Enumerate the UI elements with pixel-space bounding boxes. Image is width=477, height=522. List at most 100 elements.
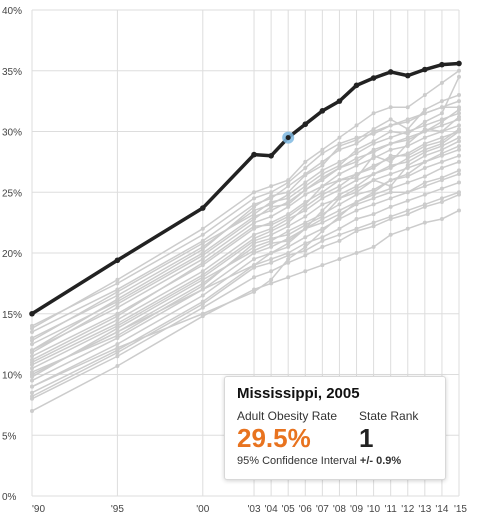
state-data-point[interactable] — [286, 224, 291, 229]
state-data-point[interactable] — [388, 117, 393, 122]
state-series-line[interactable] — [31, 169, 460, 378]
state-data-point[interactable] — [371, 196, 376, 201]
state-data-point[interactable] — [354, 175, 359, 180]
state-data-point[interactable] — [457, 135, 461, 140]
state-data-point[interactable] — [405, 131, 410, 136]
state-data-point[interactable] — [457, 129, 461, 134]
state-data-point[interactable] — [286, 253, 291, 258]
state-data-point[interactable] — [354, 147, 359, 152]
state-data-point[interactable] — [303, 192, 308, 197]
state-data-point[interactable] — [405, 208, 410, 213]
state-data-point[interactable] — [354, 202, 359, 207]
state-data-point[interactable] — [269, 199, 274, 204]
state-data-point[interactable] — [439, 135, 444, 140]
state-data-point[interactable] — [252, 275, 257, 280]
state-data-point[interactable] — [405, 198, 410, 203]
state-data-point[interactable] — [303, 269, 308, 274]
state-data-point[interactable] — [439, 175, 444, 180]
state-data-point[interactable] — [388, 141, 393, 146]
state-data-point[interactable] — [252, 204, 257, 209]
state-data-point[interactable] — [457, 111, 461, 116]
state-data-point[interactable] — [115, 345, 120, 350]
state-data-point[interactable] — [115, 350, 120, 355]
state-data-point[interactable] — [320, 202, 325, 207]
state-data-point[interactable] — [269, 244, 274, 249]
state-data-point[interactable] — [354, 151, 359, 156]
state-data-point[interactable] — [337, 238, 342, 243]
state-series-line[interactable] — [31, 116, 460, 361]
state-series-line[interactable] — [31, 130, 460, 376]
state-data-point[interactable] — [320, 263, 325, 268]
state-data-point[interactable] — [457, 139, 461, 144]
state-data-point[interactable] — [320, 163, 325, 168]
state-data-point[interactable] — [337, 147, 342, 152]
state-data-point[interactable] — [354, 184, 359, 189]
state-data-point[interactable] — [337, 202, 342, 207]
state-data-point[interactable] — [320, 214, 325, 219]
state-data-point[interactable] — [422, 153, 427, 158]
state-data-point[interactable] — [320, 172, 325, 177]
state-data-point[interactable] — [286, 184, 291, 189]
state-data-point[interactable] — [422, 93, 427, 98]
state-data-point[interactable] — [115, 302, 120, 307]
state-data-point[interactable] — [303, 223, 308, 228]
mississippi-data-point[interactable] — [370, 75, 377, 81]
state-data-point[interactable] — [457, 99, 461, 104]
state-data-point[interactable] — [405, 141, 410, 146]
state-data-point[interactable] — [439, 216, 444, 221]
state-data-point[interactable] — [388, 196, 393, 201]
state-data-point[interactable] — [252, 208, 257, 213]
state-data-point[interactable] — [422, 165, 427, 170]
state-data-point[interactable] — [115, 297, 120, 302]
state-data-point[interactable] — [30, 329, 34, 334]
state-data-point[interactable] — [252, 196, 257, 201]
mississippi-data-point[interactable] — [456, 60, 462, 67]
state-data-point[interactable] — [252, 241, 257, 246]
state-data-point[interactable] — [422, 135, 427, 140]
state-data-point[interactable] — [30, 372, 34, 377]
state-data-point[interactable] — [405, 190, 410, 195]
state-series-line[interactable] — [31, 145, 460, 370]
state-data-point[interactable] — [320, 192, 325, 197]
state-data-point[interactable] — [457, 180, 461, 185]
state-data-point[interactable] — [371, 244, 376, 249]
state-data-point[interactable] — [115, 329, 120, 334]
state-data-point[interactable] — [200, 253, 205, 258]
state-data-point[interactable] — [457, 144, 461, 149]
state-data-point[interactable] — [337, 212, 342, 217]
state-data-point[interactable] — [200, 287, 205, 292]
state-data-point[interactable] — [269, 236, 274, 241]
state-data-point[interactable] — [115, 342, 120, 347]
state-data-point[interactable] — [286, 241, 291, 246]
state-data-point[interactable] — [388, 159, 393, 164]
state-data-point[interactable] — [422, 192, 427, 197]
state-data-point[interactable] — [269, 241, 274, 246]
state-data-point[interactable] — [371, 127, 376, 132]
state-data-point[interactable] — [354, 251, 359, 255]
state-data-point[interactable] — [320, 147, 325, 152]
state-data-point[interactable] — [371, 202, 376, 207]
state-data-point[interactable] — [457, 208, 461, 213]
state-data-point[interactable] — [457, 93, 461, 98]
state-data-point[interactable] — [200, 293, 205, 298]
state-data-point[interactable] — [269, 260, 274, 265]
state-data-point[interactable] — [354, 226, 359, 231]
state-data-point[interactable] — [320, 220, 325, 225]
state-data-point[interactable] — [303, 184, 308, 189]
state-data-point[interactable] — [422, 123, 427, 128]
mississippi-data-point[interactable] — [404, 72, 411, 79]
state-data-point[interactable] — [371, 147, 376, 152]
state-data-point[interactable] — [286, 244, 291, 249]
state-data-point[interactable] — [439, 147, 444, 152]
state-data-point[interactable] — [422, 107, 427, 112]
state-data-point[interactable] — [303, 180, 308, 185]
state-data-point[interactable] — [337, 192, 342, 197]
state-data-point[interactable] — [337, 184, 342, 189]
state-data-point[interactable] — [30, 408, 34, 413]
state-data-point[interactable] — [354, 138, 359, 143]
state-data-point[interactable] — [388, 135, 393, 140]
state-data-point[interactable] — [457, 107, 461, 112]
state-data-point[interactable] — [422, 159, 427, 164]
state-data-point[interactable] — [269, 277, 274, 282]
state-data-point[interactable] — [115, 289, 120, 294]
